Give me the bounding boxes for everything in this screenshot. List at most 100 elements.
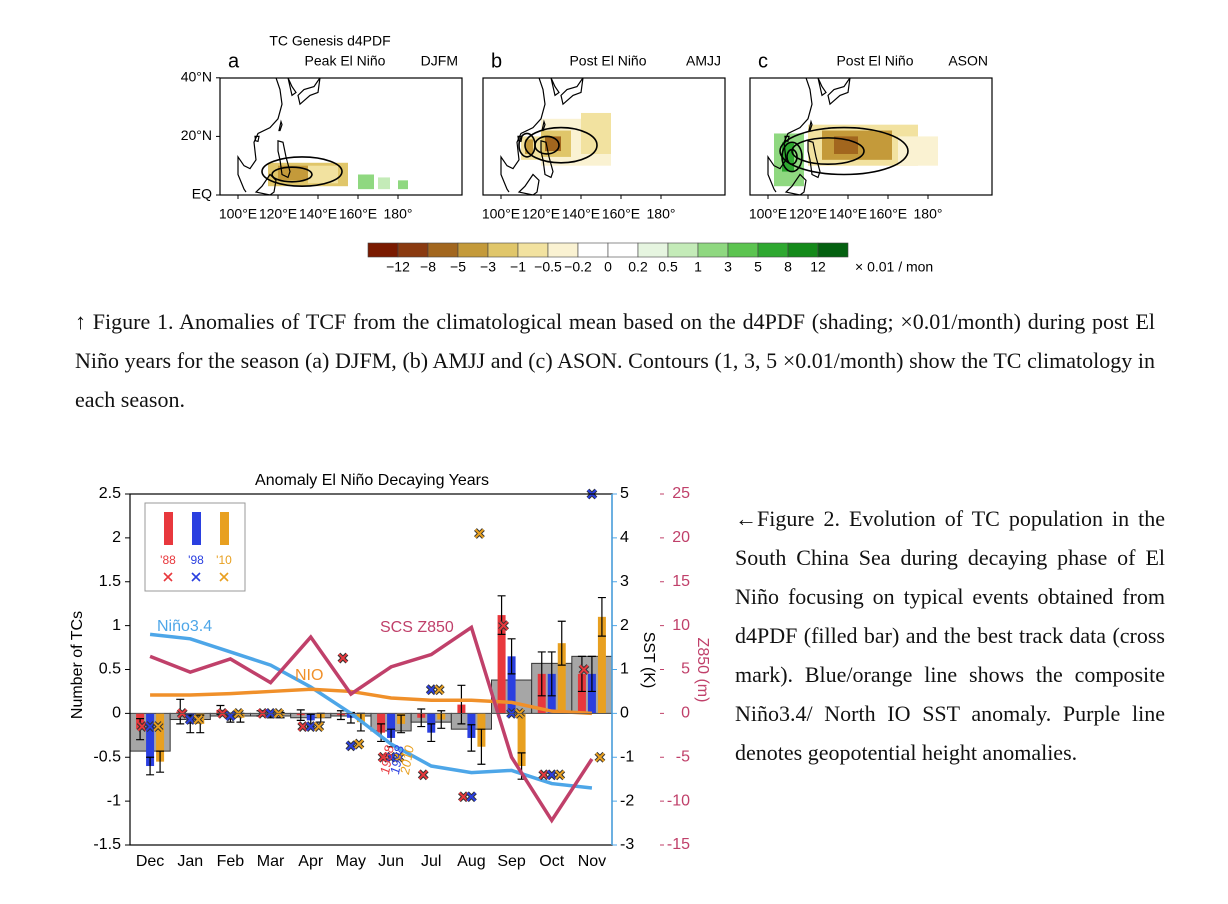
x-tick-label: Jul bbox=[421, 853, 441, 870]
map-frame bbox=[482, 77, 726, 196]
error-bar bbox=[296, 709, 305, 721]
contour bbox=[261, 156, 343, 188]
cross-fill bbox=[434, 684, 444, 695]
map-panel bbox=[500, 78, 611, 195]
map-shading bbox=[782, 142, 794, 172]
y-tick-label: -0.5 bbox=[93, 748, 121, 765]
panel-season: DJFM bbox=[421, 53, 458, 69]
panel-title: TC Genesis d4PDF bbox=[269, 33, 390, 49]
error-bar-line bbox=[296, 709, 305, 721]
lat-tick-label: 20°N bbox=[181, 127, 212, 143]
cross-mark bbox=[337, 652, 349, 664]
cross-mark bbox=[417, 769, 429, 781]
line bbox=[149, 632, 593, 790]
panel-label: c bbox=[758, 50, 768, 72]
panel-title: Post El Niño bbox=[836, 53, 913, 69]
coastline bbox=[517, 173, 540, 195]
cross-fill bbox=[474, 528, 485, 539]
legend-swatch bbox=[192, 512, 201, 545]
colorbar-label: 3 bbox=[724, 259, 732, 275]
coastline bbox=[540, 139, 554, 179]
cross-mark bbox=[466, 791, 477, 803]
cross-mark bbox=[192, 714, 204, 725]
error-bar-line bbox=[457, 684, 466, 725]
cross-fill bbox=[386, 752, 396, 762]
y2-tick-label: -3 bbox=[620, 836, 634, 853]
bar bbox=[156, 713, 165, 762]
coastline bbox=[277, 139, 291, 179]
y2-tick-label: 1 bbox=[620, 661, 629, 678]
cross-mark bbox=[313, 721, 325, 732]
cross-fill bbox=[555, 770, 565, 780]
error-bar bbox=[507, 638, 516, 675]
error-bar bbox=[597, 596, 606, 637]
contour bbox=[779, 126, 909, 176]
y2-tick-label: -1 bbox=[620, 748, 634, 765]
legend-label: '10 bbox=[216, 553, 232, 567]
cross-mark bbox=[474, 528, 485, 539]
y2-tick-label: 4 bbox=[620, 529, 629, 546]
cross-fill bbox=[314, 721, 324, 732]
error-bar bbox=[397, 714, 406, 734]
y-tick-label: 0 bbox=[112, 705, 121, 722]
lon-tick-label: 120°E bbox=[259, 206, 297, 222]
coastline bbox=[817, 78, 827, 97]
bar bbox=[597, 616, 606, 714]
bar bbox=[557, 643, 566, 714]
cross-fill bbox=[498, 620, 509, 631]
colorbar-cell bbox=[367, 242, 399, 258]
y2-tick-label: 5 bbox=[620, 485, 629, 502]
cross-fill bbox=[378, 752, 388, 762]
lon-tick-label: 180° bbox=[384, 206, 413, 222]
coastline bbox=[807, 139, 821, 179]
lon-tick-label: 100°E bbox=[482, 206, 520, 222]
coastline bbox=[297, 78, 321, 106]
y3-tick-label: 20 bbox=[672, 529, 690, 546]
colorbar-label: −1 bbox=[510, 259, 526, 275]
legend-cross bbox=[219, 572, 229, 582]
error-bar bbox=[146, 756, 155, 776]
legend-cross bbox=[191, 572, 201, 582]
x-tick-label: Jan bbox=[177, 853, 203, 870]
colorbar-label: 0.5 bbox=[658, 259, 678, 275]
map-shading bbox=[378, 177, 390, 190]
lat-tick-label: EQ bbox=[192, 186, 212, 202]
cross-fill bbox=[153, 721, 163, 732]
x-tick-label: Nov bbox=[578, 853, 606, 870]
cross-mark bbox=[554, 769, 566, 781]
y3-tick-label: -15 bbox=[667, 836, 690, 853]
error-bar-line bbox=[336, 710, 345, 721]
cross-mark bbox=[393, 751, 405, 763]
coastline bbox=[784, 173, 807, 195]
contour bbox=[781, 141, 803, 173]
bar bbox=[587, 673, 596, 714]
y2-tick-label: 2 bbox=[620, 617, 629, 634]
contour bbox=[271, 166, 313, 183]
coastline bbox=[254, 173, 277, 195]
legend-label: '98 bbox=[188, 553, 204, 567]
colorbar-cell bbox=[727, 242, 759, 258]
x-tick-label: May bbox=[336, 853, 366, 870]
colorbar-cell bbox=[547, 242, 579, 258]
y-tick-label: 2 bbox=[112, 529, 121, 546]
error-bar bbox=[427, 723, 436, 743]
coastline bbox=[784, 135, 790, 143]
x-tick-label: Dec bbox=[136, 853, 164, 870]
lon-tick-label: 160°E bbox=[602, 206, 640, 222]
colorbar-label: 0.2 bbox=[628, 259, 648, 275]
bar bbox=[497, 615, 506, 714]
cross-mark bbox=[385, 751, 397, 763]
map-shading bbox=[398, 180, 408, 190]
bar bbox=[507, 656, 516, 714]
line bbox=[149, 624, 594, 824]
lon-tick-label: 120°E bbox=[789, 206, 827, 222]
y2-tick-label: -2 bbox=[620, 792, 634, 809]
error-bar-line bbox=[417, 708, 426, 728]
lon-tick-label: 180° bbox=[914, 206, 943, 222]
panel-season: ASON bbox=[948, 53, 988, 69]
map-panel bbox=[767, 78, 938, 195]
cross-label: 2010 bbox=[397, 744, 417, 777]
y3-axis-label: Z850 (m) bbox=[694, 638, 711, 703]
colorbar-label: −12 bbox=[386, 259, 410, 275]
colorbar-label: 12 bbox=[810, 259, 826, 275]
